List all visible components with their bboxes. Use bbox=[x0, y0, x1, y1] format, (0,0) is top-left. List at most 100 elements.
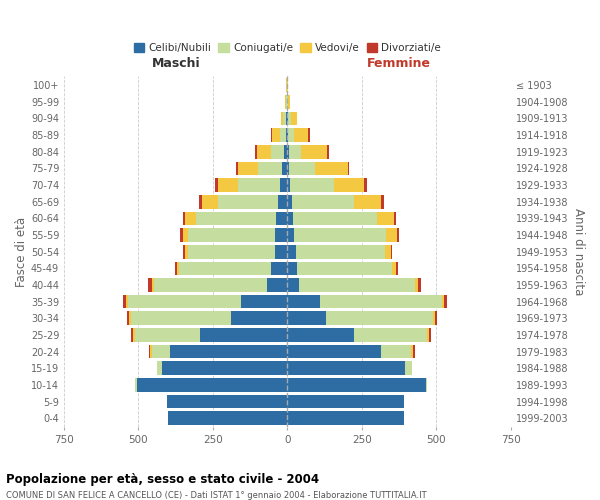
Bar bbox=[287, 412, 404, 425]
Y-axis label: Anni di nascita: Anni di nascita bbox=[572, 208, 585, 296]
Bar bbox=[168, 412, 287, 425]
Bar bbox=[287, 245, 392, 258]
Bar bbox=[287, 162, 349, 175]
Bar bbox=[188, 228, 287, 242]
Bar bbox=[287, 162, 316, 175]
Bar bbox=[183, 212, 287, 225]
Bar bbox=[185, 212, 287, 225]
Bar bbox=[287, 245, 391, 258]
Bar bbox=[287, 394, 404, 408]
Bar bbox=[287, 345, 381, 358]
Bar bbox=[275, 245, 287, 258]
Bar bbox=[126, 295, 287, 308]
Bar bbox=[271, 128, 287, 142]
Bar bbox=[287, 278, 418, 292]
Bar bbox=[287, 228, 294, 242]
Bar bbox=[287, 394, 404, 408]
Y-axis label: Fasce di età: Fasce di età bbox=[15, 216, 28, 286]
Bar bbox=[284, 95, 287, 108]
Bar bbox=[287, 212, 397, 225]
Bar bbox=[199, 195, 287, 208]
Bar bbox=[287, 345, 413, 358]
Bar bbox=[286, 112, 287, 126]
Bar bbox=[287, 262, 398, 275]
Bar bbox=[287, 312, 433, 325]
Bar bbox=[154, 278, 287, 292]
Bar bbox=[202, 195, 287, 208]
Text: Popolazione per età, sesso e stato civile - 2004: Popolazione per età, sesso e stato civil… bbox=[6, 472, 319, 486]
Text: Maschi: Maschi bbox=[151, 57, 200, 70]
Bar bbox=[185, 245, 287, 258]
Bar bbox=[241, 295, 287, 308]
Bar bbox=[287, 312, 437, 325]
Bar bbox=[255, 145, 287, 158]
Bar bbox=[287, 394, 404, 408]
Bar bbox=[238, 178, 287, 192]
Bar bbox=[287, 312, 436, 325]
Bar bbox=[287, 362, 412, 375]
Bar bbox=[231, 312, 287, 325]
Bar bbox=[287, 212, 394, 225]
Bar bbox=[167, 394, 287, 408]
Bar bbox=[287, 178, 334, 192]
Bar bbox=[157, 362, 287, 375]
Bar bbox=[287, 178, 367, 192]
Bar bbox=[168, 412, 287, 425]
Bar bbox=[133, 328, 287, 342]
Bar bbox=[281, 112, 287, 126]
Bar bbox=[136, 378, 287, 392]
Bar bbox=[287, 195, 380, 208]
Bar bbox=[267, 278, 287, 292]
Bar bbox=[287, 178, 364, 192]
Bar bbox=[287, 95, 290, 108]
Bar bbox=[136, 378, 287, 392]
Bar bbox=[287, 378, 426, 392]
Bar bbox=[287, 262, 396, 275]
Bar bbox=[162, 362, 287, 375]
Bar bbox=[287, 278, 415, 292]
Bar bbox=[286, 95, 287, 108]
Bar bbox=[167, 394, 287, 408]
Bar bbox=[287, 145, 301, 158]
Bar bbox=[200, 328, 287, 342]
Bar bbox=[275, 228, 287, 242]
Bar bbox=[280, 178, 287, 192]
Bar bbox=[134, 328, 287, 342]
Bar bbox=[287, 378, 427, 392]
Bar bbox=[157, 362, 287, 375]
Bar bbox=[287, 262, 297, 275]
Bar bbox=[287, 162, 289, 175]
Bar bbox=[287, 312, 326, 325]
Bar bbox=[287, 228, 399, 242]
Bar bbox=[180, 228, 287, 242]
Bar bbox=[271, 145, 287, 158]
Bar bbox=[218, 178, 287, 192]
Text: COMUNE DI SAN FELICE A CANCELLO (CE) - Dati ISTAT 1° gennaio 2004 - Elaborazione: COMUNE DI SAN FELICE A CANCELLO (CE) - D… bbox=[6, 491, 427, 500]
Bar bbox=[287, 128, 294, 142]
Bar bbox=[282, 162, 287, 175]
Bar bbox=[287, 245, 296, 258]
Bar bbox=[278, 195, 287, 208]
Bar bbox=[287, 362, 405, 375]
Bar bbox=[257, 145, 287, 158]
Bar bbox=[286, 128, 287, 142]
Bar bbox=[287, 295, 320, 308]
Bar bbox=[167, 394, 287, 408]
Bar bbox=[283, 112, 287, 126]
Bar bbox=[287, 278, 421, 292]
Bar bbox=[287, 412, 404, 425]
Bar bbox=[287, 278, 299, 292]
Bar bbox=[280, 128, 287, 142]
Bar bbox=[168, 412, 287, 425]
Bar bbox=[136, 378, 287, 392]
Bar bbox=[131, 328, 287, 342]
Bar bbox=[127, 312, 287, 325]
Bar bbox=[287, 378, 427, 392]
Bar bbox=[287, 362, 412, 375]
Bar bbox=[284, 95, 287, 108]
Bar bbox=[287, 295, 442, 308]
Text: Femmine: Femmine bbox=[367, 57, 431, 70]
Bar bbox=[151, 345, 287, 358]
Bar bbox=[176, 262, 287, 275]
Bar bbox=[152, 345, 287, 358]
